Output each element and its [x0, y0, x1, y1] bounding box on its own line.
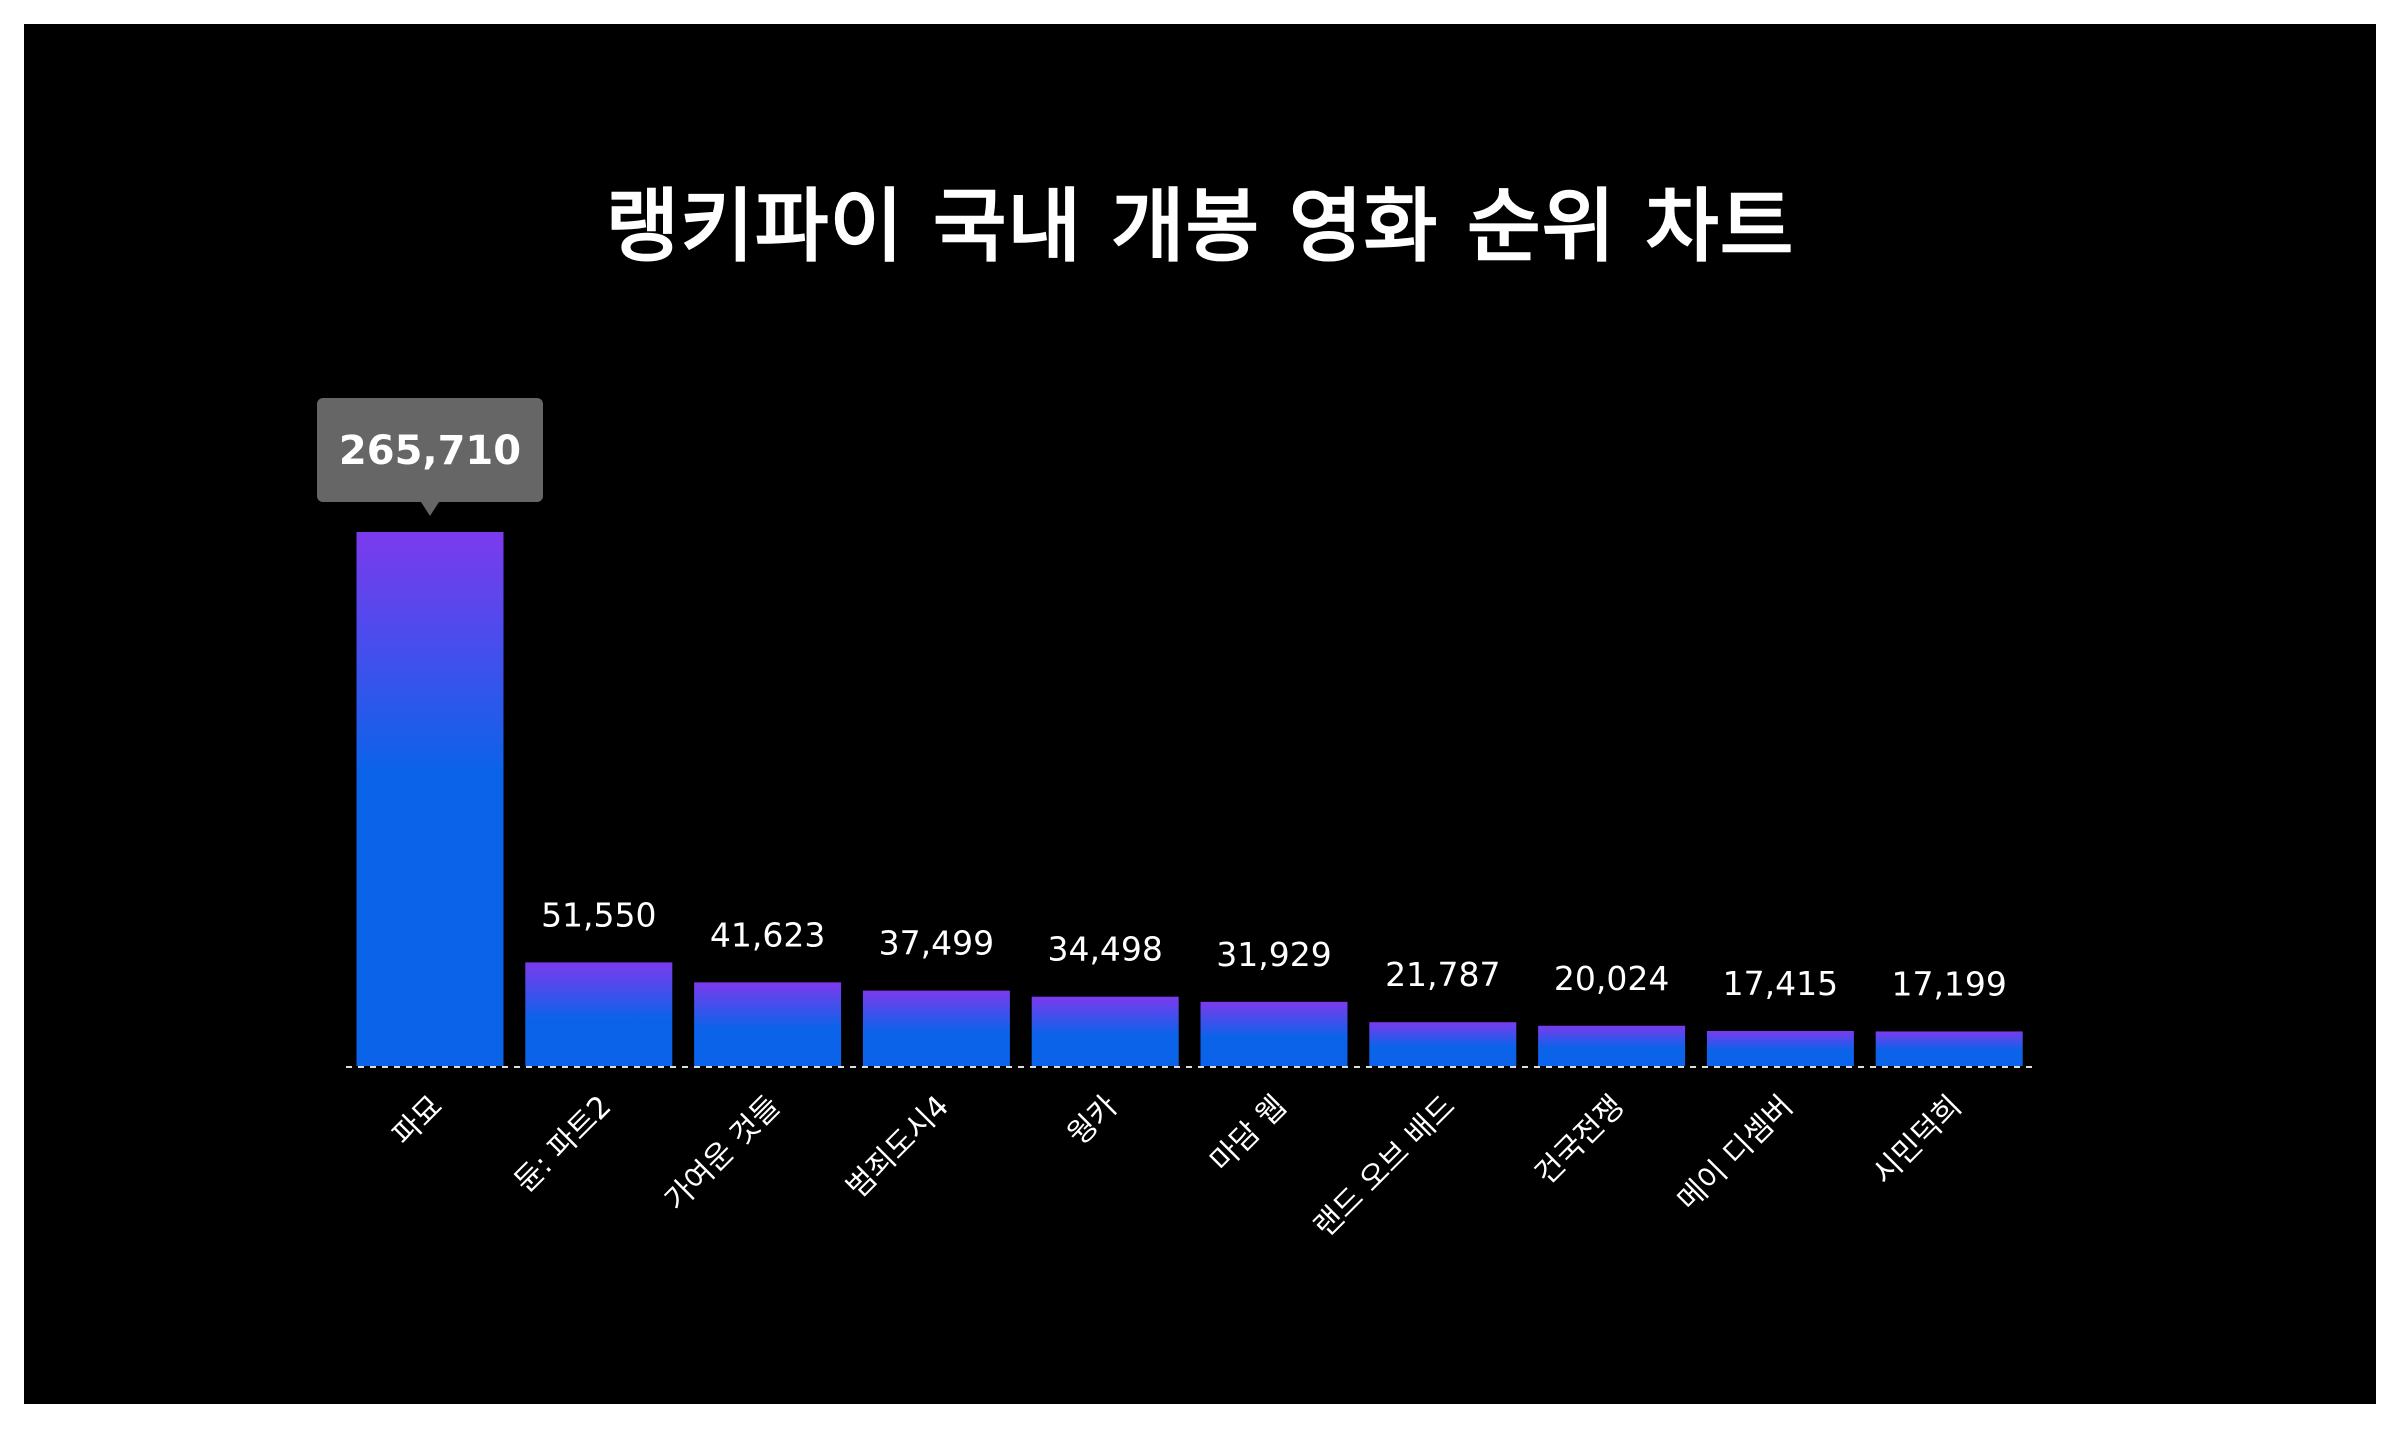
- value-label-2: 51,550: [541, 895, 656, 934]
- category-label-4: 범죄도시4: [840, 1089, 956, 1205]
- tooltip-pointer: [421, 502, 439, 516]
- bar-8[interactable]: [1538, 1025, 1686, 1066]
- bar-7[interactable]: [1369, 1022, 1517, 1066]
- value-label-5: 34,498: [1047, 930, 1162, 969]
- bar-3[interactable]: [694, 982, 842, 1066]
- bar-1[interactable]: [356, 532, 504, 1066]
- chart-frame: 랭키파이 국내 개봉 영화 순위 차트 265,710 파묘 51,550 듄: 파트…: [24, 24, 2376, 1404]
- category-label-2: 듄: 파트2: [508, 1089, 619, 1200]
- value-label-9: 17,415: [1723, 964, 1838, 1003]
- category-label-8: 건국전쟁: [1528, 1089, 1631, 1192]
- value-label-7: 21,787: [1385, 955, 1500, 994]
- tooltip-box: [317, 398, 543, 502]
- category-label-6: 마담 웹: [1204, 1089, 1294, 1179]
- category-label-10: 시민덕희: [1866, 1089, 1969, 1192]
- bar-4[interactable]: [862, 990, 1010, 1066]
- value-tooltip: 265,710: [317, 398, 543, 516]
- bar-6[interactable]: [1200, 1001, 1348, 1066]
- value-label-8: 20,024: [1554, 959, 1669, 998]
- chart-title: 랭키파이 국내 개봉 영화 순위 차트: [605, 180, 1795, 273]
- value-label-6: 31,929: [1216, 935, 1331, 974]
- bar-5[interactable]: [1031, 996, 1179, 1066]
- value-label-1: 265,710: [339, 428, 521, 474]
- category-label-1: 파묘: [386, 1089, 450, 1153]
- category-label-3: 가여운 것들: [658, 1089, 787, 1218]
- category-label-9: 메이 디셈버: [1671, 1089, 1800, 1218]
- bar-9[interactable]: [1706, 1031, 1854, 1066]
- bar-chart: 265,710 파묘 51,550 듄: 파트2 41,623 가여운 것들 37,499 범…: [317, 398, 2032, 1244]
- value-label-3: 41,623: [710, 915, 825, 954]
- bar-2[interactable]: [525, 962, 673, 1066]
- value-label-10: 17,199: [1891, 964, 2006, 1003]
- bar-10[interactable]: [1875, 1031, 2023, 1066]
- category-label-5: 웡카: [1061, 1089, 1125, 1153]
- category-label-7: 랜드 오브 배드: [1307, 1089, 1462, 1244]
- value-label-4: 37,499: [879, 924, 994, 963]
